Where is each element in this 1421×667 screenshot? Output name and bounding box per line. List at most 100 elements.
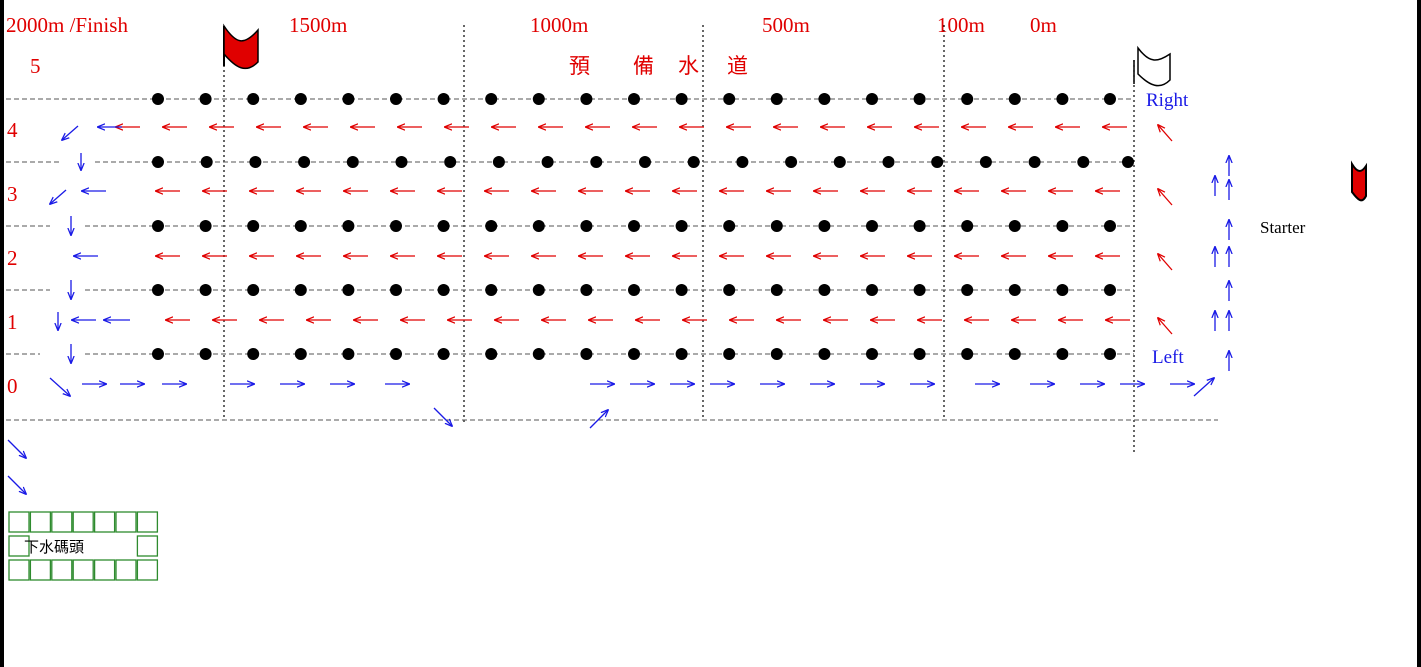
buoy bbox=[541, 156, 554, 168]
dock-cell bbox=[93, 511, 116, 533]
buoy bbox=[818, 284, 831, 296]
dock-cell bbox=[136, 511, 159, 533]
buoy bbox=[199, 93, 212, 105]
return-arrow bbox=[1158, 318, 1173, 335]
buoy bbox=[199, 348, 212, 360]
buoy bbox=[580, 93, 593, 105]
lane-3-label: 3 bbox=[7, 182, 18, 206]
buoy bbox=[866, 284, 878, 296]
warmup-arrow bbox=[433, 407, 452, 426]
dock-cell bbox=[93, 559, 116, 581]
buoy bbox=[628, 93, 640, 105]
warmup-arrows bbox=[7, 125, 1229, 494]
distance-marker-0m: 0m bbox=[1030, 13, 1057, 37]
buoy bbox=[723, 93, 736, 105]
buoy bbox=[866, 348, 878, 360]
buoy bbox=[675, 220, 688, 232]
distance-lines bbox=[223, 25, 1135, 455]
buoy bbox=[152, 348, 164, 360]
buoy bbox=[294, 93, 307, 105]
lane-ropes bbox=[6, 98, 1218, 421]
buoy bbox=[1077, 156, 1090, 168]
buoy bbox=[1008, 93, 1021, 105]
buoy bbox=[294, 220, 307, 232]
dock-cell bbox=[51, 511, 73, 533]
starter-label: Starter bbox=[1260, 218, 1306, 237]
dock-cell bbox=[51, 559, 73, 581]
buoy bbox=[1028, 156, 1041, 168]
buoy bbox=[532, 284, 545, 296]
buoy bbox=[590, 156, 603, 168]
warmup-arrow bbox=[7, 439, 26, 458]
buoy bbox=[152, 284, 164, 296]
buoy bbox=[628, 284, 640, 296]
distance-marker-100m: 100m bbox=[937, 13, 985, 37]
buoy bbox=[294, 284, 307, 296]
finish-flag-icon bbox=[223, 23, 259, 70]
buoy bbox=[913, 93, 926, 105]
return-arrows bbox=[116, 125, 1173, 335]
buoy bbox=[152, 156, 164, 168]
buoy bbox=[199, 284, 212, 296]
lane-5-label: 5 bbox=[30, 54, 41, 78]
warmup-arrow bbox=[589, 410, 608, 429]
warmup-arrow bbox=[1193, 378, 1214, 397]
buoy bbox=[247, 220, 260, 232]
left-label: Left bbox=[1152, 347, 1184, 368]
buoy bbox=[485, 284, 498, 296]
buoy bbox=[444, 156, 457, 168]
buoy bbox=[485, 93, 498, 105]
buoy bbox=[723, 220, 736, 232]
buoy bbox=[437, 284, 450, 296]
buoy bbox=[152, 93, 164, 105]
return-arrow bbox=[1158, 125, 1173, 142]
buoy bbox=[437, 220, 450, 232]
buoy bbox=[979, 156, 992, 168]
buoy bbox=[580, 220, 593, 232]
dock-cell bbox=[136, 559, 159, 581]
dock-cell bbox=[29, 511, 52, 533]
buoy bbox=[1056, 348, 1069, 360]
buoy bbox=[913, 348, 926, 360]
buoy bbox=[723, 348, 736, 360]
buoy bbox=[437, 348, 450, 360]
buoy bbox=[342, 93, 355, 105]
buoy bbox=[390, 93, 402, 105]
buoy bbox=[532, 348, 545, 360]
buoy bbox=[249, 156, 262, 168]
buoy bbox=[961, 220, 974, 232]
reserve-lane-char-3: 水 bbox=[678, 54, 699, 78]
buoy bbox=[961, 348, 974, 360]
buoy bbox=[770, 284, 783, 296]
dock-cell bbox=[72, 559, 94, 581]
reserve-lane-char-4: 道 bbox=[727, 54, 748, 78]
buoy bbox=[628, 348, 640, 360]
dock-cell bbox=[8, 511, 30, 533]
buoy bbox=[736, 156, 749, 168]
buoy bbox=[390, 220, 402, 232]
warmup-arrow bbox=[62, 125, 79, 140]
buoy bbox=[1122, 156, 1134, 168]
buoy bbox=[485, 348, 498, 360]
buoy bbox=[580, 284, 593, 296]
buoy bbox=[818, 348, 831, 360]
buoy bbox=[532, 220, 545, 232]
buoy bbox=[639, 156, 651, 168]
buoy bbox=[532, 93, 545, 105]
buoy bbox=[342, 348, 355, 360]
buoy bbox=[247, 284, 260, 296]
right-label: Right bbox=[1146, 90, 1189, 111]
buoy bbox=[390, 348, 402, 360]
buoy bbox=[395, 156, 408, 168]
buoy bbox=[687, 156, 700, 168]
buoy bbox=[770, 93, 783, 105]
buoy bbox=[818, 220, 831, 232]
buoy bbox=[1104, 93, 1116, 105]
buoy bbox=[913, 220, 926, 232]
buoy bbox=[247, 348, 260, 360]
distance-marker-1000m: 1000m bbox=[530, 13, 589, 37]
dock-cell bbox=[115, 559, 137, 581]
buoy bbox=[833, 156, 846, 168]
dock-cell bbox=[29, 559, 52, 581]
